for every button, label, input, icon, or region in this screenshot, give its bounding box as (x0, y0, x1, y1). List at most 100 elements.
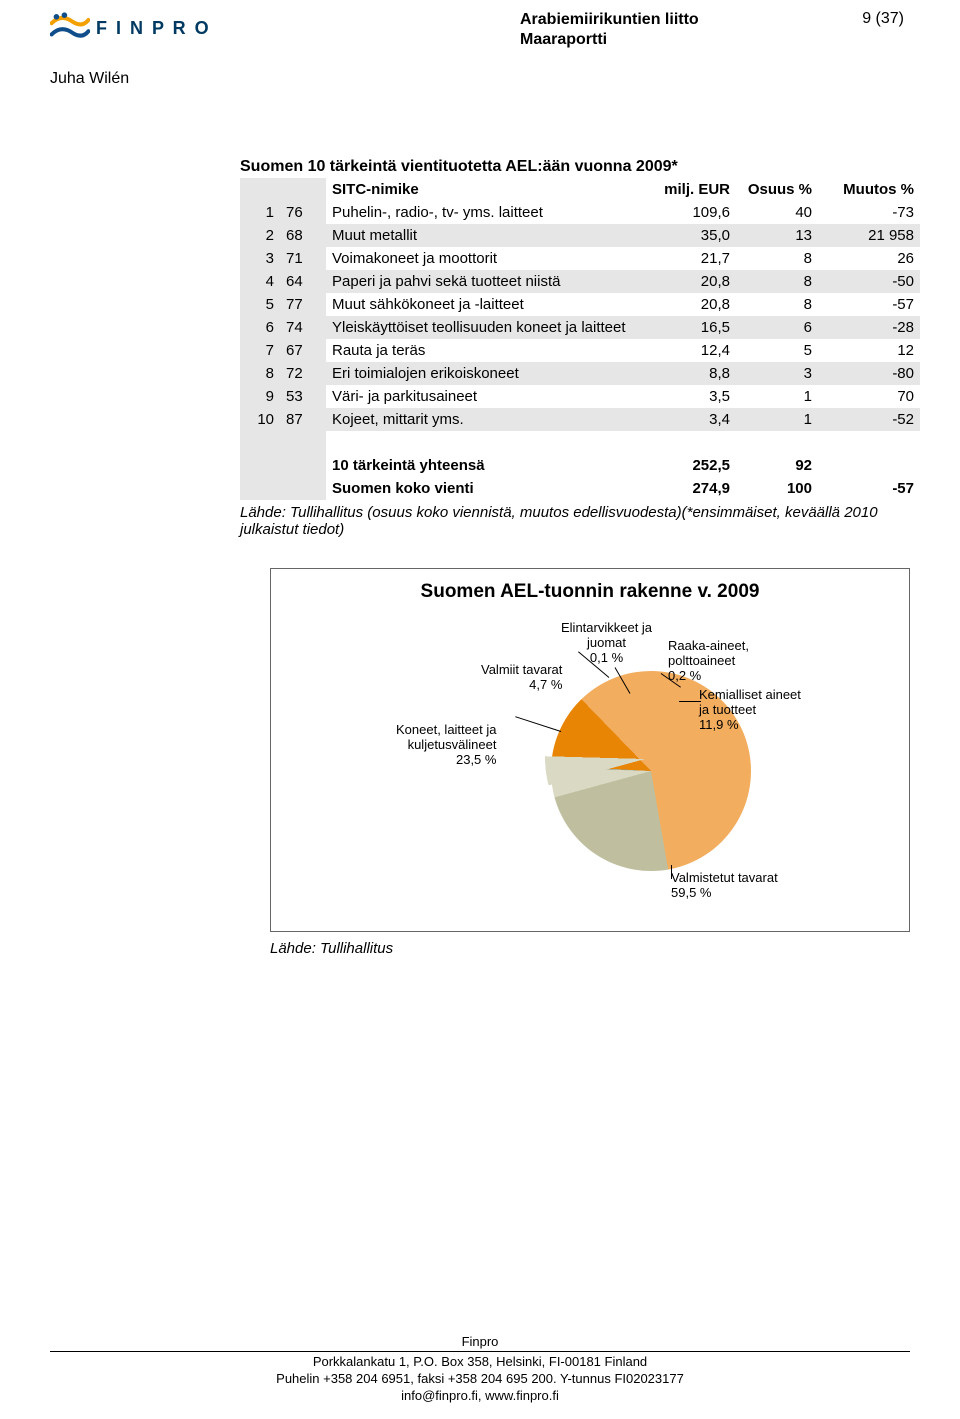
row-val: 109,6 (654, 201, 736, 224)
row-chg: -57 (818, 293, 920, 316)
row-chg: -50 (818, 270, 920, 293)
row-share: 8 (736, 247, 818, 270)
row-name: Eri toimialojen erikoiskoneet (326, 362, 654, 385)
table-source: Lähde: Tullihallitus (osuus koko viennis… (240, 504, 920, 538)
table-row: 1087Kojeet, mittarit yms.3,41-52 (240, 408, 920, 431)
row-share: 8 (736, 270, 818, 293)
row-index: 1 (240, 201, 280, 224)
row-share: 13 (736, 224, 818, 247)
row-share: 1 (736, 385, 818, 408)
row-code: 64 (280, 270, 326, 293)
row-code: 67 (280, 339, 326, 362)
row-name: Väri- ja parkitusaineet (326, 385, 654, 408)
total-label: Suomen koko vienti (326, 477, 654, 500)
row-val: 20,8 (654, 293, 736, 316)
row-val: 3,4 (654, 408, 736, 431)
row-share: 6 (736, 316, 818, 339)
logo-text: F I N P R O (96, 18, 211, 39)
finpro-logo-icon (50, 10, 90, 46)
row-share: 8 (736, 293, 818, 316)
row-chg: -80 (818, 362, 920, 385)
row-code: 77 (280, 293, 326, 316)
row-chg: 21 958 (818, 224, 920, 247)
chart-body: Elintarvikkeet ja juomat 0,1 % Raaka-ain… (281, 621, 899, 911)
footer-l2: Porkkalankatu 1, P.O. Box 358, Helsinki,… (0, 1354, 960, 1371)
row-name: Paperi ja pahvi sekä tuotteet niistä (326, 270, 654, 293)
row-code: 71 (280, 247, 326, 270)
row-val: 8,8 (654, 362, 736, 385)
footer-l4: info@finpro.fi, www.finpro.fi (0, 1388, 960, 1405)
page-header: F I N P R O Arabiemiirikuntien liitto Ma… (50, 10, 910, 60)
row-index: 4 (240, 270, 280, 293)
table-row: 872Eri toimialojen erikoiskoneet8,83-80 (240, 362, 920, 385)
table-row: 674Yleiskäyttöiset teollisuuden koneet j… (240, 316, 920, 339)
table-row: 371Voimakoneet ja moottorit21,7826 (240, 247, 920, 270)
row-share: 5 (736, 339, 818, 362)
row-index: 5 (240, 293, 280, 316)
page-number: 9 (37) (862, 10, 910, 28)
footer: Finpro Porkkalankatu 1, P.O. Box 358, He… (0, 1334, 960, 1405)
col-sitc: SITC-nimike (326, 178, 654, 201)
table-row: 767Rauta ja teräs12,4512 (240, 339, 920, 362)
row-index: 9 (240, 385, 280, 408)
table-row: 464Paperi ja pahvi sekä tuotteet niistä2… (240, 270, 920, 293)
row-val: 3,5 (654, 385, 736, 408)
row-name: Voimakoneet ja moottorit (326, 247, 654, 270)
total-share: 100 (736, 477, 818, 500)
row-name: Rauta ja teräs (326, 339, 654, 362)
row-val: 16,5 (654, 316, 736, 339)
spacer-row (240, 431, 920, 454)
chart-source: Lähde: Tullihallitus (270, 940, 920, 957)
row-index: 3 (240, 247, 280, 270)
total-val: 274,9 (654, 477, 736, 500)
label-elint: Elintarvikkeet ja juomat 0,1 % (561, 621, 652, 666)
col-val: milj. EUR (654, 178, 736, 201)
row-val: 20,8 (654, 270, 736, 293)
table-row: 176Puhelin-, radio-, tv- yms. laitteet10… (240, 201, 920, 224)
export-table: SITC-nimike milj. EUR Osuus % Muutos % 1… (240, 178, 920, 500)
doc-title-line2: Maaraportti (520, 30, 699, 50)
label-raaka: Raaka-aineet, polttoaineet 0,2 % (668, 639, 749, 684)
row-chg: 70 (818, 385, 920, 408)
row-code: 72 (280, 362, 326, 385)
sum-share: 92 (736, 454, 818, 477)
chart-container: Suomen AEL-tuonnin rakenne v. 2009 Elint… (270, 568, 910, 932)
chart-title: Suomen AEL-tuonnin rakenne v. 2009 (281, 581, 899, 603)
sum-row: 10 tärkeintä yhteensä 252,5 92 (240, 454, 920, 477)
row-chg: -28 (818, 316, 920, 339)
row-index: 2 (240, 224, 280, 247)
row-chg: -52 (818, 408, 920, 431)
total-chg: -57 (818, 477, 920, 500)
total-row: Suomen koko vienti 274,9 100 -57 (240, 477, 920, 500)
table-header-row: SITC-nimike milj. EUR Osuus % Muutos % (240, 178, 920, 201)
row-index: 7 (240, 339, 280, 362)
doc-title-line1: Arabiemiirikuntien liitto (520, 10, 699, 30)
row-code: 87 (280, 408, 326, 431)
table-row: 577Muut sähkökoneet ja -laitteet20,88-57 (240, 293, 920, 316)
row-code: 76 (280, 201, 326, 224)
table-title: Suomen 10 tärkeintä vientituotetta AEL:ä… (240, 158, 920, 176)
row-code: 68 (280, 224, 326, 247)
row-chg: 12 (818, 339, 920, 362)
footer-rule (50, 1351, 910, 1352)
label-koneet: Koneet, laitteet ja kuljetusvälineet 23,… (396, 723, 496, 768)
row-name: Kojeet, mittarit yms. (326, 408, 654, 431)
row-share: 1 (736, 408, 818, 431)
footer-l1: Finpro (0, 1334, 960, 1351)
row-name: Yleiskäyttöiset teollisuuden koneet ja l… (326, 316, 654, 339)
label-valmiit: Valmiit tavarat 4,7 % (481, 663, 562, 693)
row-index: 10 (240, 408, 280, 431)
row-share: 40 (736, 201, 818, 224)
row-val: 35,0 (654, 224, 736, 247)
row-name: Puhelin-, radio-, tv- yms. laitteet (326, 201, 654, 224)
row-chg: 26 (818, 247, 920, 270)
col-change: Muutos % (818, 178, 920, 201)
row-index: 8 (240, 362, 280, 385)
row-name: Muut sähkökoneet ja -laitteet (326, 293, 654, 316)
footer-l3: Puhelin +358 204 6951, faksi +358 204 69… (0, 1371, 960, 1388)
row-index: 6 (240, 316, 280, 339)
row-name: Muut metallit (326, 224, 654, 247)
sum-label: 10 tärkeintä yhteensä (326, 454, 654, 477)
author: Juha Wilén (50, 70, 910, 88)
logo: F I N P R O (50, 10, 230, 46)
